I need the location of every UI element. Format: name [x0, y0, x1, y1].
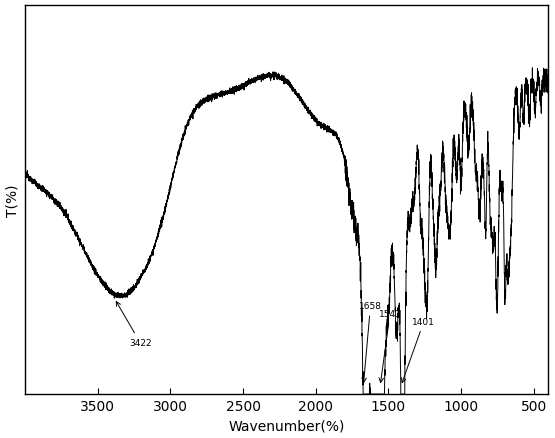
Text: 3422: 3422 [116, 302, 152, 347]
Text: 1401: 1401 [401, 317, 435, 383]
Y-axis label: T(%): T(%) [6, 184, 19, 216]
Text: 1658: 1658 [359, 302, 382, 382]
X-axis label: Wavenumber(%): Wavenumber(%) [229, 418, 345, 432]
Text: 1543: 1543 [379, 309, 401, 382]
